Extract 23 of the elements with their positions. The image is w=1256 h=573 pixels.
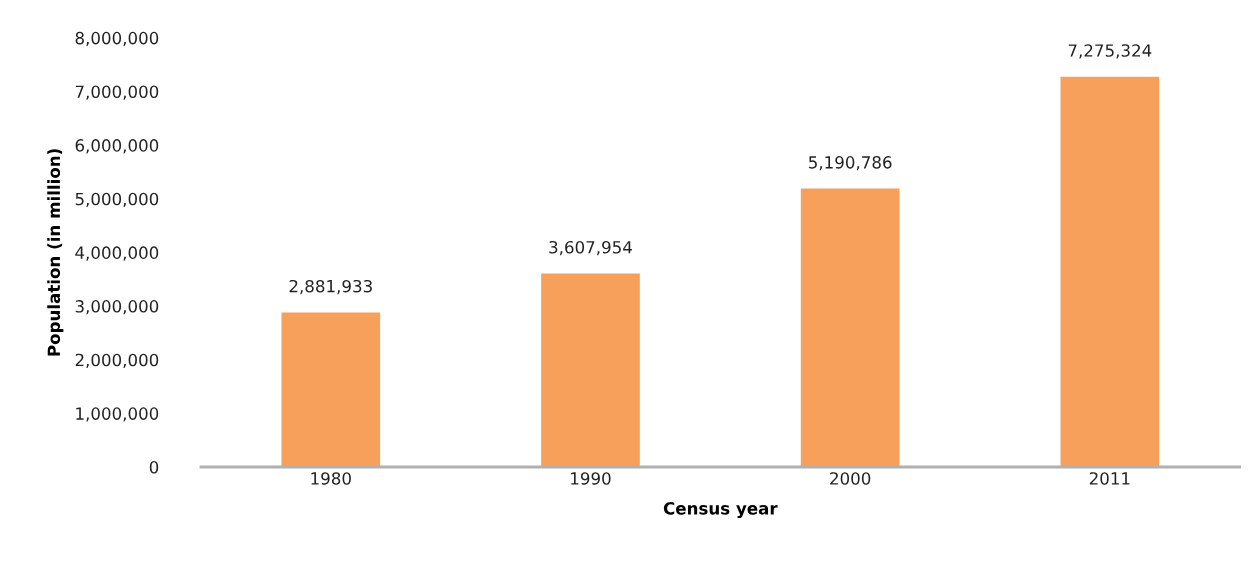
x-tick-label: 1990 (571, 472, 611, 485)
data-label: 2,881,933 (289, 279, 372, 295)
y-tick-label: 4,000,000 (75, 246, 159, 261)
y-tick-label: 2,000,000 (75, 353, 159, 368)
x-tick-label: 2000 (830, 472, 871, 485)
y-tick-label: 8,000,000 (75, 31, 159, 47)
data-label: 3,607,954 (549, 240, 632, 256)
y-tick-label: 3,000,000 (75, 300, 159, 315)
y-tick-label: 7,000,000 (75, 85, 159, 100)
bar (541, 273, 640, 467)
bar (281, 312, 381, 467)
bar (1060, 76, 1160, 467)
x-tick-label: 1980 (311, 472, 351, 485)
data-label: 7,275,324 (1068, 44, 1152, 59)
x-axis-title: Census year (663, 502, 778, 519)
x-tick-label: 2011 (1089, 472, 1130, 485)
data-label: 5,190,786 (809, 156, 892, 171)
y-axis-title: Population (in million) (47, 149, 64, 356)
y-tick-label: 0 (149, 460, 159, 474)
bar (800, 188, 900, 467)
y-tick-label: 1,000,000 (76, 407, 159, 422)
y-tick-label: 5,000,000 (75, 192, 159, 208)
y-tick-label: 6,000,000 (75, 139, 159, 154)
